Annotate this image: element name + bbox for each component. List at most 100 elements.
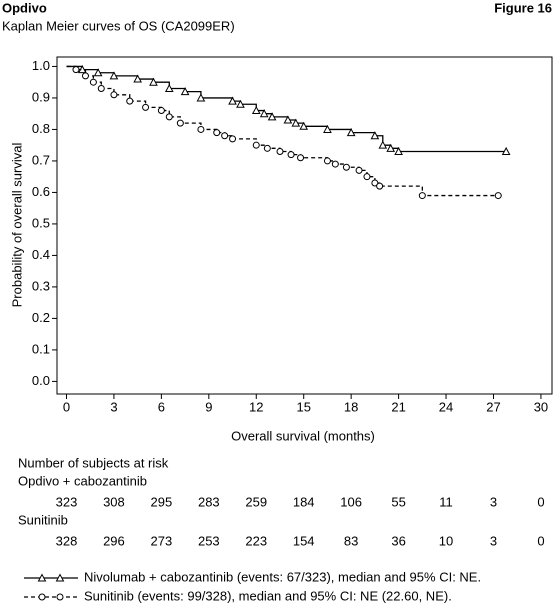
marker — [267, 112, 277, 121]
marker — [259, 109, 269, 118]
marker — [494, 192, 502, 200]
y-tick-label: 1.0 — [32, 58, 50, 73]
risk-value: 154 — [293, 533, 315, 548]
chart-title: Kaplan Meier curves of OS (CA2099ER) — [2, 18, 235, 33]
x-tick-label: 12 — [249, 399, 263, 414]
risk-table-title: Number of subjects at risk — [18, 455, 169, 470]
risk-value: 273 — [151, 533, 173, 548]
marker — [93, 68, 103, 77]
marker — [276, 147, 284, 155]
risk-value: 0 — [537, 494, 544, 509]
marker — [236, 99, 245, 108]
y-axis-label: Probability of overall survival — [9, 143, 24, 308]
marker — [287, 151, 295, 159]
x-tick-label: 18 — [344, 399, 358, 414]
risk-value: 283 — [198, 494, 220, 509]
x-tick-label: 6 — [158, 399, 165, 414]
legend-marker — [56, 593, 64, 601]
marker — [149, 77, 158, 86]
legend-marker — [55, 573, 65, 582]
legend-label: Sunitinib (events: 99/328), median and 9… — [84, 588, 452, 603]
y-tick-label: 0.3 — [32, 278, 50, 293]
risk-value: 10 — [439, 533, 453, 548]
marker — [165, 113, 173, 121]
x-tick-label: 15 — [296, 399, 310, 414]
marker — [197, 125, 205, 133]
x-tick-label: 27 — [486, 399, 500, 414]
marker — [229, 135, 237, 143]
x-axis-label: Overall survival (months) — [231, 428, 375, 443]
marker — [133, 74, 142, 83]
legend-label: Nivolumab + cabozantinib (events: 67/323… — [84, 569, 481, 584]
y-tick-label: 0.1 — [32, 341, 50, 356]
risk-value: 296 — [103, 533, 125, 548]
marker — [81, 72, 89, 80]
header-right: Figure 16 — [494, 0, 552, 15]
y-tick-label: 0.9 — [32, 89, 50, 104]
marker — [213, 129, 221, 137]
marker — [376, 182, 384, 190]
risk-value: 308 — [103, 494, 125, 509]
risk-value: 36 — [391, 533, 405, 548]
risk-value: 106 — [340, 494, 362, 509]
marker — [252, 141, 260, 149]
marker — [346, 128, 356, 137]
risk-value: 223 — [245, 533, 267, 548]
y-tick-label: 0.8 — [32, 121, 50, 136]
x-tick-label: 21 — [391, 399, 405, 414]
y-tick-label: 0.0 — [32, 373, 50, 388]
risk-value: 0 — [537, 533, 544, 548]
marker — [283, 115, 293, 124]
marker — [180, 87, 190, 96]
y-tick-label: 0.5 — [32, 215, 50, 230]
marker — [370, 131, 380, 140]
marker — [228, 96, 237, 105]
y-tick-label: 0.7 — [32, 152, 50, 167]
marker — [157, 107, 165, 115]
risk-value: 83 — [344, 533, 358, 548]
marker — [299, 121, 309, 130]
plot-frame — [56, 56, 553, 395]
x-tick-label: 3 — [110, 399, 117, 414]
risk-value: 295 — [151, 494, 173, 509]
risk-row-label: Opdivo + cabozantinib — [18, 473, 147, 488]
marker — [501, 146, 511, 155]
y-tick-label: 0.4 — [32, 247, 50, 262]
risk-value: 184 — [293, 494, 315, 509]
y-tick-label: 0.2 — [32, 310, 50, 325]
marker — [418, 192, 426, 200]
marker — [196, 93, 206, 102]
risk-value: 253 — [198, 533, 220, 548]
marker — [126, 97, 134, 105]
header-left: Opdivo — [2, 0, 47, 15]
marker — [291, 118, 301, 127]
legend-marker — [37, 573, 47, 582]
marker — [378, 140, 388, 149]
x-tick-label: 0 — [63, 399, 70, 414]
y-tick-label: 0.6 — [32, 184, 50, 199]
risk-value: 3 — [490, 494, 497, 509]
marker — [394, 146, 403, 155]
x-tick-label: 9 — [205, 399, 212, 414]
marker — [97, 84, 105, 92]
marker — [323, 157, 331, 165]
marker — [251, 105, 261, 115]
marker — [342, 163, 350, 171]
risk-value: 259 — [245, 494, 267, 509]
x-tick-label: 30 — [534, 399, 548, 414]
marker — [221, 132, 229, 140]
marker — [89, 78, 97, 86]
x-tick-label: 24 — [439, 399, 453, 414]
marker — [386, 143, 396, 152]
marker — [323, 124, 332, 133]
risk-value: 323 — [56, 494, 78, 509]
marker — [363, 173, 371, 181]
risk-value: 55 — [391, 494, 405, 509]
marker — [371, 179, 379, 187]
marker — [72, 66, 80, 74]
marker — [263, 144, 271, 152]
legend-marker — [38, 593, 46, 601]
marker — [110, 91, 118, 99]
marker — [297, 154, 305, 162]
